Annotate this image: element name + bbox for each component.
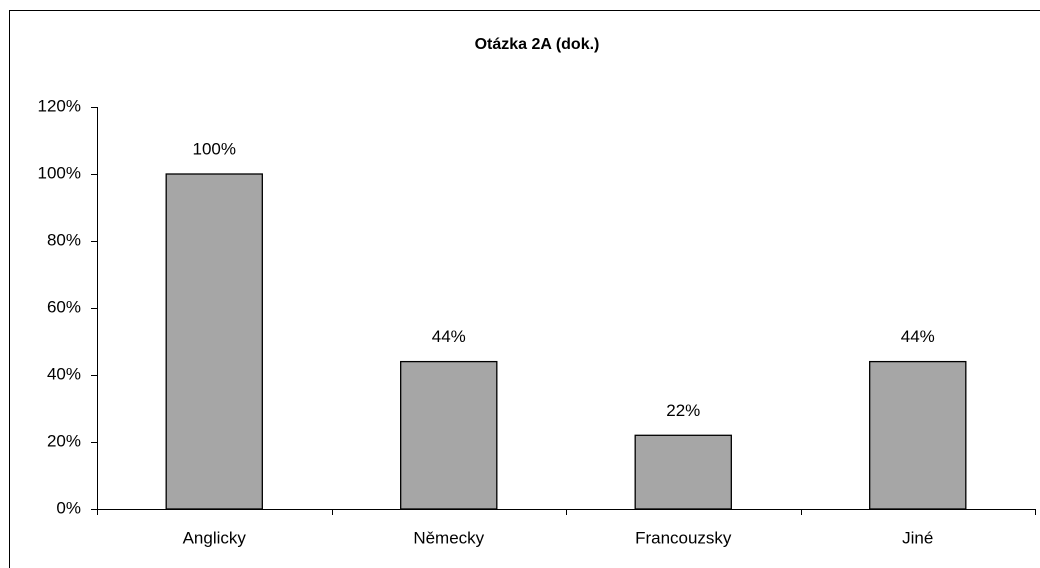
x-tick-label: Francouzsky: [635, 528, 732, 547]
data-label: 100%: [193, 139, 236, 158]
bar: [869, 360, 967, 510]
y-tick-label: 120%: [38, 96, 81, 115]
y-tick-label: 80%: [47, 230, 81, 249]
bar: [400, 360, 498, 510]
y-tick-label: 0%: [56, 498, 81, 517]
data-label: 22%: [666, 401, 700, 420]
x-tick-label: Jiné: [902, 528, 933, 547]
y-tick-label: 20%: [47, 431, 81, 450]
data-label: 44%: [901, 327, 935, 346]
bar: [165, 173, 263, 510]
data-label: 44%: [432, 327, 466, 346]
x-tick-label: Anglicky: [183, 528, 247, 547]
x-tick-label: Německy: [413, 528, 484, 547]
y-tick-label: 100%: [38, 163, 81, 182]
chart-title: Otázka 2A (dok.): [475, 36, 600, 53]
bar: [634, 434, 732, 510]
y-tick-label: 60%: [47, 297, 81, 316]
y-tick-label: 40%: [47, 364, 81, 383]
